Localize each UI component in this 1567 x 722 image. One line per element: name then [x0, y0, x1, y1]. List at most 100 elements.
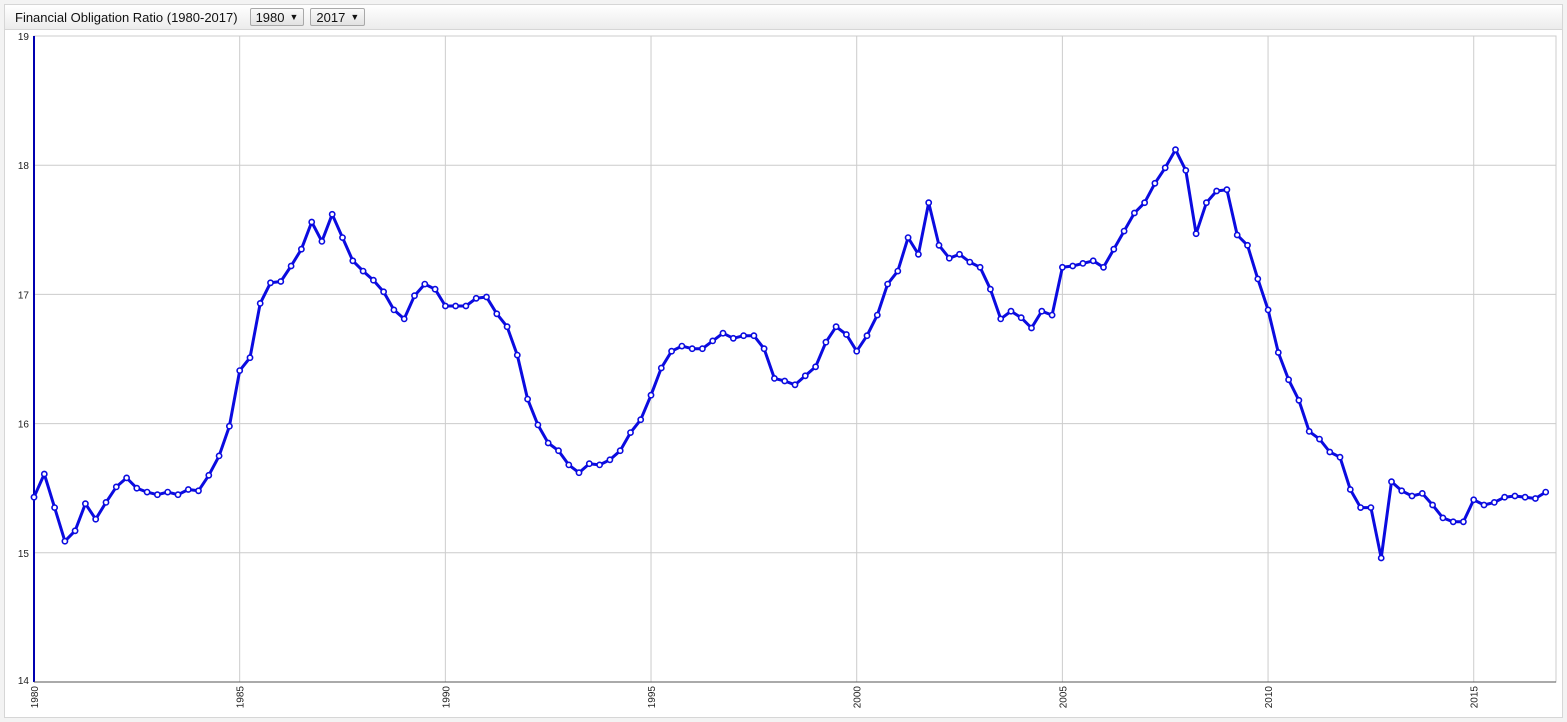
- x-tick-label: 1995: [647, 686, 658, 709]
- data-point: [987, 285, 994, 293]
- data-point: [966, 258, 974, 266]
- data-point: [123, 474, 130, 482]
- data-point: [1172, 146, 1179, 154]
- data-point: [678, 342, 686, 350]
- x-tick-label: 1985: [236, 686, 247, 709]
- triangle-down-icon: ▼: [289, 12, 299, 22]
- data-point: [1532, 495, 1539, 502]
- data-point: [1244, 241, 1251, 249]
- chart-panel: [4, 4, 1563, 718]
- data-point: [647, 391, 655, 399]
- data-point: [318, 237, 326, 245]
- data-point: [709, 337, 717, 345]
- y-tick-label: 19: [18, 32, 30, 43]
- data-point: [585, 460, 593, 468]
- data-point: [112, 483, 120, 491]
- data-point: [1439, 514, 1447, 522]
- data-point: [1079, 259, 1087, 267]
- data-point: [1398, 487, 1406, 495]
- data-point: [297, 245, 305, 253]
- data-point: [483, 293, 490, 301]
- data-point: [493, 310, 501, 318]
- data-point: [143, 488, 151, 496]
- data-point: [534, 421, 542, 429]
- data-point: [935, 241, 943, 249]
- data-point: [904, 234, 912, 241]
- data-point: [390, 306, 398, 314]
- data-point: [1408, 492, 1416, 500]
- data-point: [328, 210, 336, 218]
- data-point: [884, 280, 891, 288]
- data-point: [915, 250, 922, 258]
- data-point: [1470, 496, 1478, 504]
- data-point: [503, 323, 511, 331]
- data-point: [195, 487, 202, 495]
- data-point: [1089, 257, 1097, 265]
- data-point: [555, 447, 562, 455]
- chart-title: Financial Obligation Ratio (1980-2017): [15, 9, 238, 25]
- start-year-select[interactable]: 1980 ▼: [249, 8, 305, 26]
- series-line: [32, 148, 1547, 560]
- data-point: [1542, 488, 1550, 496]
- data-point: [1285, 376, 1292, 384]
- data-point: [956, 250, 963, 258]
- data-point: [801, 372, 809, 380]
- data-point: [472, 294, 480, 302]
- data-point: [287, 262, 295, 270]
- data-point: [1223, 186, 1231, 194]
- data-point: [1326, 448, 1334, 456]
- data-point: [1357, 504, 1364, 511]
- data-point: [637, 416, 645, 424]
- data-point: [791, 381, 799, 389]
- data-point: [627, 429, 634, 436]
- data-point: [771, 374, 778, 382]
- data-point: [1377, 554, 1385, 562]
- data-point: [812, 363, 819, 371]
- data-point: [1254, 275, 1262, 283]
- data-point: [719, 329, 727, 337]
- data-point: [1028, 324, 1035, 332]
- y-tick-label: 17: [18, 290, 30, 301]
- x-tick-label: 2015: [1470, 686, 1481, 709]
- data-point: [699, 345, 706, 353]
- data-point: [1233, 231, 1241, 239]
- x-tick-label: 2005: [1058, 686, 1069, 709]
- data-point: [205, 471, 213, 479]
- chart-toolbar: Financial Obligation Ratio (1980-2017) 1…: [4, 4, 1563, 30]
- data-point: [1017, 314, 1025, 322]
- data-point: [92, 515, 100, 523]
- data-point: [102, 498, 110, 506]
- plot-frame: [33, 35, 1557, 683]
- data-point: [606, 456, 614, 464]
- data-point: [945, 254, 953, 262]
- data-point: [1038, 307, 1046, 315]
- data-point: [1059, 263, 1066, 271]
- data-point: [1429, 501, 1436, 509]
- data-point: [1305, 427, 1313, 435]
- data-point: [369, 276, 377, 284]
- data-point: [61, 537, 69, 545]
- end-year-select[interactable]: 2017 ▼: [310, 8, 366, 26]
- data-point: [596, 461, 603, 469]
- data-point: [225, 422, 233, 430]
- data-point: [740, 332, 747, 340]
- start-year-value: 1980: [255, 9, 285, 25]
- data-point: [894, 267, 902, 275]
- end-year-value: 2017: [316, 9, 346, 25]
- data-point: [359, 267, 367, 275]
- y-tick-label: 15: [18, 549, 30, 560]
- triangle-down-icon: ▼: [350, 12, 360, 22]
- data-point: [863, 332, 871, 340]
- data-point: [215, 452, 223, 460]
- data-point: [1316, 435, 1323, 443]
- data-point: [1511, 492, 1519, 500]
- data-point: [1274, 349, 1282, 356]
- x-tick-label: 2000: [853, 686, 864, 709]
- data-point: [544, 439, 552, 447]
- data-point: [513, 351, 521, 359]
- data-point: [853, 347, 861, 355]
- data-point: [832, 323, 840, 331]
- data-point: [452, 302, 459, 310]
- data-point: [1131, 209, 1138, 217]
- data-point: [1192, 230, 1200, 238]
